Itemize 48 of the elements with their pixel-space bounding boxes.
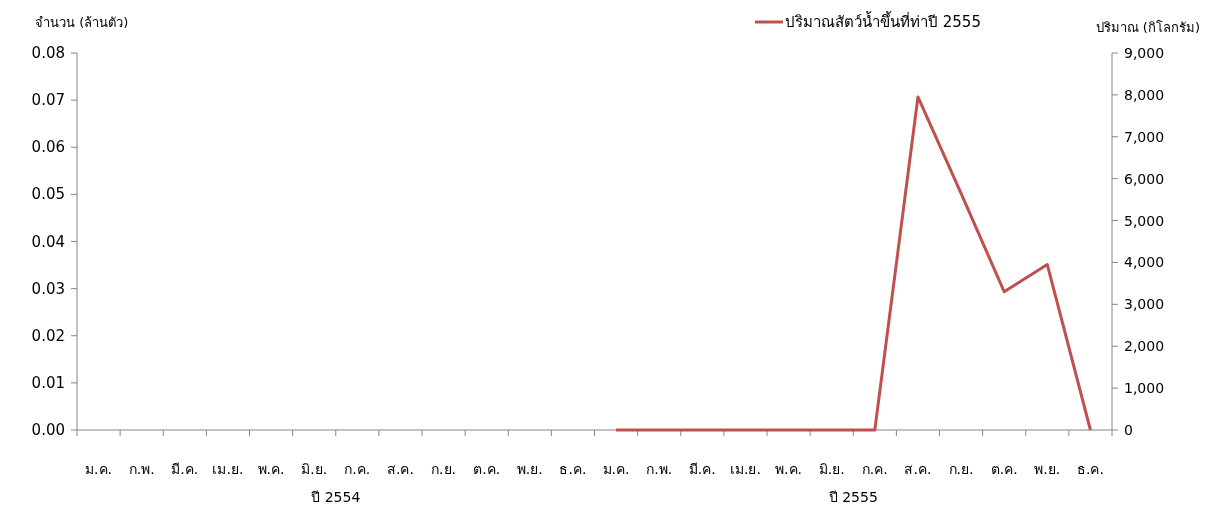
xtick: ม.ค.: [602, 461, 630, 477]
xtick: มิ.ย.: [301, 461, 328, 477]
xtick: พ.ค.: [775, 461, 802, 477]
y2tick: 9,000: [1124, 45, 1165, 61]
xtick: ม.ค.: [85, 461, 112, 477]
y2tick: 8,000: [1124, 86, 1165, 103]
ytick: 0.05: [31, 185, 65, 204]
xtick: ก.พ.: [646, 461, 673, 477]
xtick: พ.ย.: [516, 461, 543, 477]
y2tick: 7,000: [1124, 128, 1165, 145]
xtick: ธ.ค.: [1077, 461, 1104, 477]
xtick: เม.ย.: [212, 461, 244, 477]
xtick: ต.ค.: [990, 461, 1018, 477]
ytick: 0.04: [31, 232, 65, 251]
y2label: ปริมาณ (กิโลกรัม): [1095, 20, 1200, 35]
xtick: มี.ค.: [171, 461, 199, 477]
legend-label: ปริมาณสัตว์น้ำขึ้นที่ท่าปี 2555: [785, 13, 981, 31]
xtick: ก.ค.: [861, 461, 888, 477]
ylabel: จำนวน (ล้านตัว): [35, 15, 129, 30]
xtick: พ.ค.: [257, 461, 285, 477]
xtick: ส.ค.: [904, 461, 932, 477]
y2tick: 5,000: [1124, 212, 1165, 229]
xtick: เม.ย.: [730, 461, 761, 477]
ytick: 0.06: [31, 138, 65, 157]
xtick: ส.ค.: [387, 461, 414, 477]
y2tick: 2,000: [1124, 338, 1165, 355]
ytick: 0.07: [31, 91, 65, 110]
annotation: ปี 2555: [828, 489, 878, 505]
xtick: มิ.ย.: [818, 461, 845, 477]
annotation: ปี 2554: [311, 489, 361, 505]
ytick: 0.01: [31, 373, 65, 392]
y2tick: 3,000: [1124, 296, 1165, 313]
ytick: 0.08: [31, 44, 65, 62]
y2tick: 0: [1124, 422, 1133, 438]
ytick: 0.02: [31, 326, 65, 345]
xtick: ก.ย.: [431, 461, 456, 477]
ytick: 0.03: [31, 279, 65, 298]
xtick: ก.ย.: [948, 461, 974, 477]
xtick: ก.พ.: [128, 461, 155, 477]
y2tick: 1,000: [1124, 380, 1165, 397]
xtick: ธ.ค.: [559, 461, 587, 477]
xtick: ต.ค.: [473, 461, 501, 477]
xtick: มี.ค.: [688, 461, 716, 477]
xtick: พ.ย.: [1034, 461, 1061, 477]
xtick: ก.ค.: [344, 461, 371, 477]
y2tick: 4,000: [1124, 254, 1165, 271]
ytick: 0.00: [31, 421, 65, 439]
y2tick: 6,000: [1124, 170, 1165, 187]
